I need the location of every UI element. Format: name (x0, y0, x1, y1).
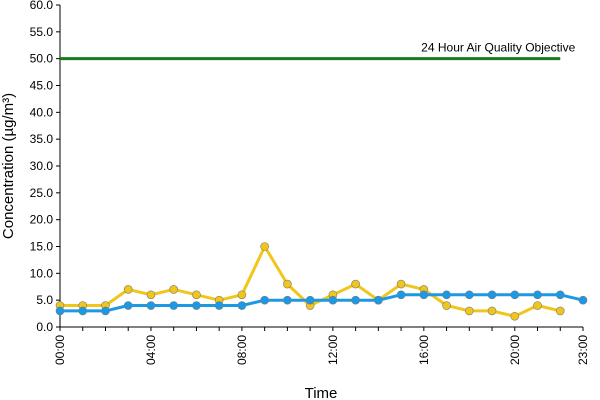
reference-line-group: 24 Hour Air Quality Objective (60, 41, 576, 61)
series-1-point (419, 290, 429, 300)
series-group (55, 242, 588, 321)
series-1-point (578, 295, 588, 305)
y-tick-label: 5.0 (36, 293, 53, 307)
y-tick-label: 60.0 (30, 0, 54, 12)
series-0-point (442, 301, 451, 310)
series-0-point (465, 306, 474, 316)
series-0-point (169, 285, 178, 294)
series-1-point (55, 306, 65, 316)
y-tick-label: 20.0 (30, 213, 54, 227)
y-tick-label: 30.0 (30, 159, 54, 173)
series-0-point (146, 290, 156, 300)
series-1-point (328, 295, 338, 305)
objective-label: 24 Hour Air Quality Objective (421, 41, 575, 55)
series-1-point (510, 290, 520, 300)
y-tick-label: 15.0 (30, 240, 54, 254)
x-tick-label: 00:00 (53, 335, 67, 365)
series-0-point (351, 279, 360, 289)
series-0-point (555, 306, 565, 316)
y-tick-label: 50.0 (30, 52, 54, 66)
series-0-point (237, 290, 247, 300)
series-1-point (101, 306, 110, 316)
x-tick-label: 23:00 (576, 335, 590, 365)
x-tick-label: 04:00 (144, 335, 158, 365)
y-axis-title: Concentration (µg/m³) (0, 93, 17, 239)
y-tick-label: 10.0 (30, 266, 54, 280)
y-tick-label: 25.0 (30, 186, 54, 200)
series-1-point (78, 306, 88, 316)
series-0-point (192, 290, 201, 300)
x-tick-label: 12:00 (326, 335, 340, 365)
series-1-line (60, 293, 584, 313)
series-1-point (169, 301, 178, 310)
series-1-point (237, 301, 247, 310)
series-0-point (283, 279, 292, 289)
series-1-point (442, 290, 451, 300)
series-1-point (260, 295, 269, 305)
series-0-point (510, 311, 520, 321)
y-tick-label: 0.0 (36, 320, 53, 334)
series-1-point (214, 301, 224, 310)
series-0-point (396, 279, 406, 289)
series-1-point (465, 290, 474, 300)
series-1-point (487, 290, 497, 300)
series-1-point (351, 295, 360, 305)
series-1-point (123, 301, 133, 310)
y-tick-label: 35.0 (30, 132, 54, 146)
x-tick-label: 20:00 (508, 335, 522, 365)
y-tick-label: 40.0 (30, 105, 54, 119)
series-0-point (533, 301, 542, 310)
series-1-point (555, 290, 565, 300)
series-1-point (146, 301, 156, 310)
series-0-point (123, 285, 133, 294)
series-0-point (260, 242, 269, 251)
y-tick-label: 55.0 (30, 25, 54, 39)
series-1-point (305, 295, 315, 305)
x-axis-title: Time (305, 385, 338, 400)
series-1-point (396, 290, 406, 300)
y-tick-label: 45.0 (30, 79, 54, 93)
series-1-point (192, 301, 201, 310)
chart-axes: 0.0 5.0 10.0 15.0 20.0 25.0 30.0 35.0 40.0 45.0 50… (30, 0, 590, 365)
series-1-point (533, 290, 542, 300)
x-tick-label: 16:00 (417, 335, 431, 365)
series-1-point (374, 295, 383, 305)
series-1-point (283, 295, 292, 305)
x-tick-label: 08:00 (235, 335, 249, 365)
series-0-point (487, 306, 497, 316)
